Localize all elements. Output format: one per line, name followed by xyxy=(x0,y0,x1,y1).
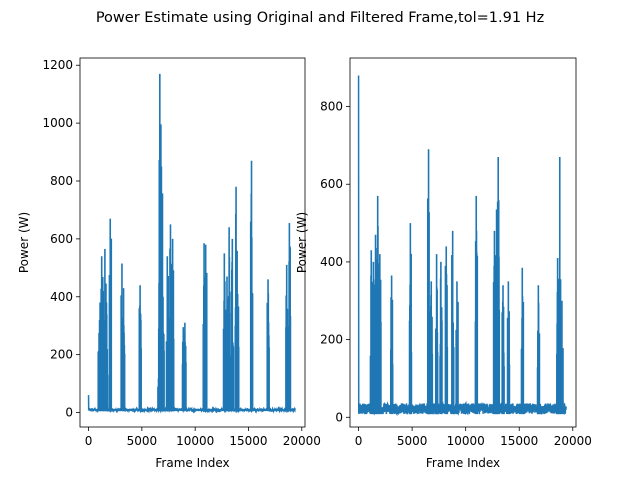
peak-left-20 xyxy=(204,244,208,412)
x-tick-label-left: 20000 xyxy=(283,434,321,448)
y-axis-label-right: Power (W) xyxy=(295,212,309,273)
y-tick-label-left: 400 xyxy=(50,290,73,304)
peak-right-4 xyxy=(378,254,382,415)
peak-right-15 xyxy=(492,230,497,415)
y-tick-label-left: 800 xyxy=(50,174,73,188)
peak-right-21 xyxy=(536,285,541,415)
peak-left-14 xyxy=(165,256,170,412)
peak-right-11 xyxy=(444,246,449,415)
x-axis-label-right: Frame Index xyxy=(426,456,500,470)
peak-left-9 xyxy=(138,285,142,412)
peak-right-10 xyxy=(439,261,443,415)
y-tick-label-right: 400 xyxy=(320,255,343,269)
peak-left-24 xyxy=(230,238,235,412)
y-tick-label-right: 200 xyxy=(320,333,343,347)
series-line-right xyxy=(357,75,567,417)
peak-right-13 xyxy=(455,281,459,415)
y-tick-label-left: 600 xyxy=(50,232,73,246)
peak-left-30 xyxy=(287,222,292,412)
figure-title: Power Estimate using Original and Filter… xyxy=(96,10,544,26)
y-tick-label-left: 0 xyxy=(65,406,73,420)
peak-right-17 xyxy=(496,157,501,415)
peak-left-16 xyxy=(171,238,175,412)
x-tick-label-left: 0 xyxy=(85,434,93,448)
peak-left-29 xyxy=(285,264,289,412)
y-tick-label-right: 800 xyxy=(320,100,343,114)
peak-right-24 xyxy=(560,300,564,415)
peak-left-21 xyxy=(222,253,227,412)
x-tick-label-right: 15000 xyxy=(500,434,538,448)
series-line-left xyxy=(87,395,296,414)
peak-left-26 xyxy=(236,293,240,412)
x-tick-label-right: 20000 xyxy=(554,434,592,448)
peak-left-13 xyxy=(161,296,165,412)
peak-left-27 xyxy=(249,160,254,412)
peak-left-18 xyxy=(183,322,187,412)
x-tick-label-right: 5000 xyxy=(397,434,428,448)
peak-right-7 xyxy=(426,149,431,415)
peak-right-19 xyxy=(506,281,511,415)
peak-left-6 xyxy=(108,218,113,412)
x-tick-label-left: 15000 xyxy=(229,434,267,448)
x-tick-label-right: 10000 xyxy=(447,434,485,448)
y-tick-label-right: 0 xyxy=(335,410,343,424)
peak-right-9 xyxy=(434,254,439,415)
y-tick-label-right: 600 xyxy=(320,177,343,191)
axes-frame-left xyxy=(79,57,306,428)
peak-left-8 xyxy=(121,288,126,412)
y-tick-label-left: 1000 xyxy=(42,116,73,130)
peak-right-5 xyxy=(390,275,394,415)
peak-left-23 xyxy=(227,227,231,412)
peak-right-18 xyxy=(501,285,505,415)
x-axis-label-left: Frame Index xyxy=(155,456,229,470)
x-tick-label-right: 0 xyxy=(355,434,363,448)
chart-panel-right: 0 5000 10000 15000 20000 0 200 400 600 800 Frame I… xyxy=(295,57,592,470)
peak-right-12 xyxy=(451,230,455,415)
chart-panel-left: 0 5000 10000 15000 20000 0 200 400 600 800 1000 120… xyxy=(17,57,321,470)
x-tick-label-left: 5000 xyxy=(127,434,158,448)
peak-right-6 xyxy=(408,223,413,415)
peak-left-5 xyxy=(104,302,109,412)
peak-right-14 xyxy=(474,195,479,415)
x-tick-label-left: 10000 xyxy=(176,434,214,448)
axes-frame-right xyxy=(349,57,577,428)
y-tick-label-left: 1200 xyxy=(42,58,73,72)
peak-right-8 xyxy=(429,281,434,415)
peak-left-28 xyxy=(266,279,270,412)
y-axis-label-left: Power (W) xyxy=(17,212,31,273)
peak-right-20 xyxy=(520,267,525,415)
y-tick-label-left: 200 xyxy=(50,348,73,362)
